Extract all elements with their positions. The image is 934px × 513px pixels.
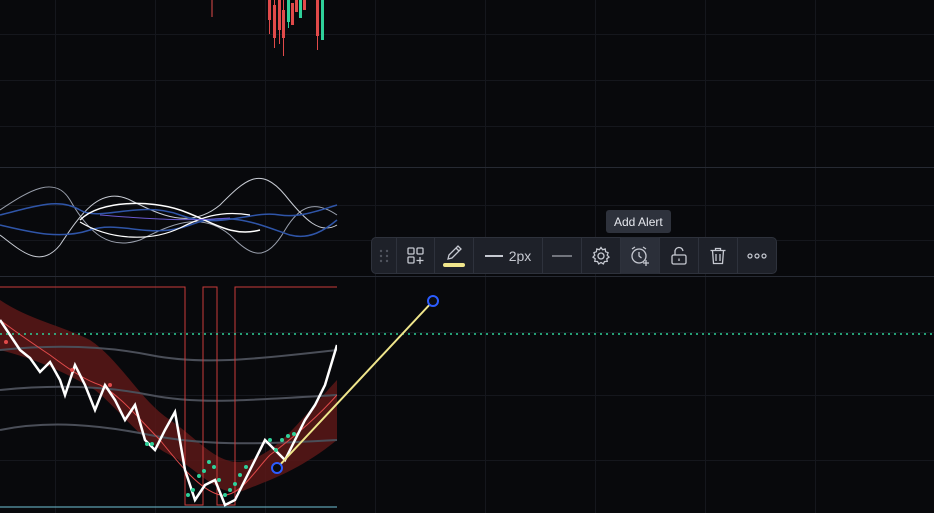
lock-button[interactable] [660,237,698,274]
line-width-button[interactable]: 2px [474,237,542,274]
drag-handle-icon[interactable] [372,237,396,274]
delete-button[interactable] [699,237,737,274]
alarm-add-icon [631,245,649,266]
template-add-icon [406,246,424,264]
template-add-button[interactable] [397,237,434,274]
signal-dots [4,340,296,497]
pane-separator-bottom[interactable] [0,276,934,277]
line-color-swatch [443,263,465,267]
add-alert-tooltip: Add Alert [606,210,671,233]
drawing-toolbar: 2px [371,237,777,274]
trend-line-start-anchor[interactable] [271,462,283,474]
line-style-button[interactable] [543,237,581,274]
line-width-label: 2px [508,247,532,264]
pane-separator-top[interactable] [0,167,934,168]
line-thickness-icon [484,254,503,257]
trend-line[interactable] [276,300,434,469]
gear-icon [592,245,610,265]
pencil-icon [447,245,462,260]
add-alert-button[interactable] [621,237,659,274]
line-color-button[interactable] [435,237,473,274]
candle-group [211,0,324,56]
trend-line-end-anchor[interactable] [427,295,439,307]
more-icon [747,252,767,259]
unlock-icon [671,246,687,265]
settings-button[interactable] [582,237,620,274]
more-button[interactable] [738,237,776,274]
trash-icon [710,247,726,264]
line-style-icon [552,255,572,256]
